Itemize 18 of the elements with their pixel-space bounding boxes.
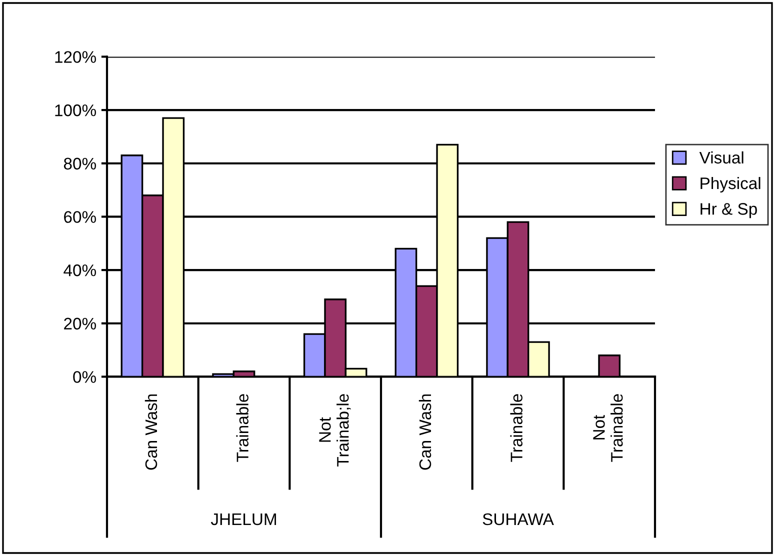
text: JHELUM [210, 514, 276, 526]
x-tick-label: Can Wash [144, 394, 158, 470]
x-tick-label: Trainable [510, 394, 522, 462]
y-tick-label: 20% [64, 318, 96, 330]
x-tick-label: Not Trainable [593, 394, 623, 462]
text: SUHAWA [482, 513, 554, 526]
y-tick-label: 100% [55, 104, 96, 116]
x-tick-label: Not Trainab;le [319, 394, 351, 466]
legend-label: Visual [699, 151, 744, 164]
y-tick-label: 0% [73, 371, 96, 383]
x-tick-label: Can Wash [418, 394, 432, 470]
legend-label: Physical [700, 176, 760, 193]
y-tick-label: 80% [64, 158, 96, 170]
y-tick-label: 60% [64, 211, 96, 223]
y-tick-label: 40% [64, 264, 96, 276]
legend-label: Hr & Sp [700, 203, 757, 218]
y-tick-label: 120% [55, 51, 96, 63]
x-tick-label: Trainable [236, 394, 248, 462]
